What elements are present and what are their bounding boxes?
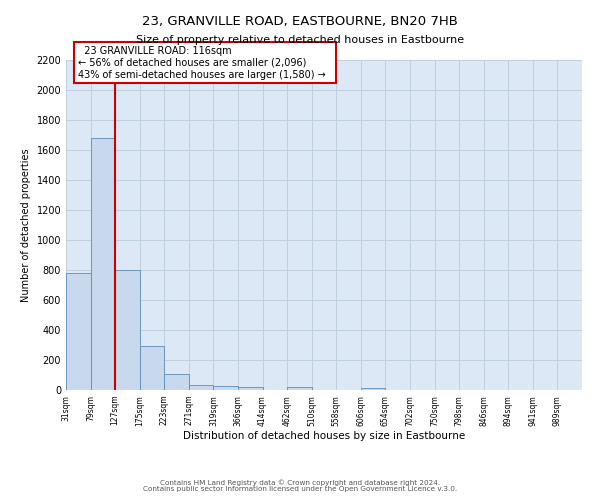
- Text: 23, GRANVILLE ROAD, EASTBOURNE, BN20 7HB: 23, GRANVILLE ROAD, EASTBOURNE, BN20 7HB: [142, 15, 458, 28]
- Bar: [287, 387, 312, 390]
- X-axis label: Distribution of detached houses by size in Eastbourne: Distribution of detached houses by size …: [183, 432, 465, 442]
- Y-axis label: Number of detached properties: Number of detached properties: [21, 148, 31, 302]
- Bar: [238, 387, 263, 390]
- Bar: [189, 385, 214, 390]
- Text: 23 GRANVILLE ROAD: 116sqm
← 56% of detached houses are smaller (2,096)
43% of se: 23 GRANVILLE ROAD: 116sqm ← 56% of detac…: [78, 46, 332, 80]
- Bar: [140, 346, 164, 390]
- Bar: [361, 388, 385, 390]
- Text: Contains HM Land Registry data © Crown copyright and database right 2024.
Contai: Contains HM Land Registry data © Crown c…: [143, 479, 457, 492]
- Bar: [164, 374, 189, 390]
- Bar: [66, 273, 91, 390]
- Bar: [115, 270, 140, 390]
- Text: Size of property relative to detached houses in Eastbourne: Size of property relative to detached ho…: [136, 35, 464, 45]
- Bar: [214, 386, 238, 390]
- Bar: [91, 138, 115, 390]
